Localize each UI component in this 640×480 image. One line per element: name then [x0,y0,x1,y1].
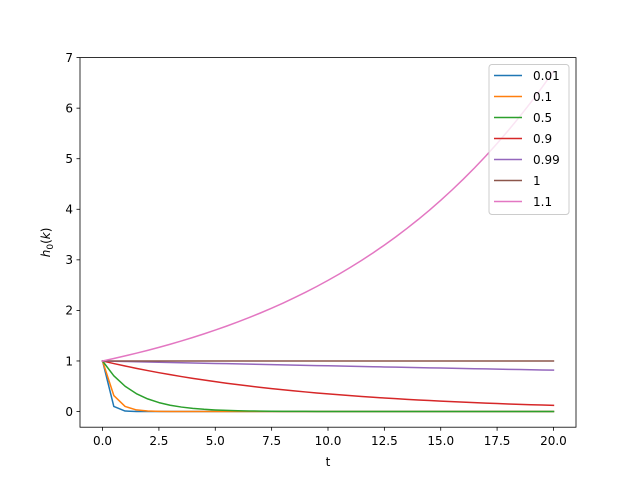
x-axis-label: t [326,455,331,469]
series-layer [101,70,555,413]
legend-box [488,64,570,215]
y-tick-label: 1 [65,354,73,368]
series-line-2 [101,359,555,413]
x-tick-label: 0.0 [93,434,112,448]
legend-label-1: 0.1 [533,90,552,104]
x-tick-label: 15.0 [427,434,454,448]
y-tick-label: 3 [65,253,73,267]
x-axis: 0.0 2.5 5.0 7.5 10.0 12.5 15.0 17.5 20.0 [93,427,567,448]
y-tick-label: 2 [65,304,73,318]
legend-label-6: 1.1 [533,195,552,209]
x-tick-label: 7.5 [262,434,281,448]
y-tick-label: 4 [65,203,73,217]
x-tick-label: 2.5 [149,434,168,448]
y-axis-label: h0(k) [39,228,56,258]
x-tick-label: 10.0 [315,434,342,448]
series-line-3 [101,360,555,407]
legend-label-0: 0.01 [533,69,560,83]
x-tick-label: 12.5 [371,434,398,448]
legend-label-2: 0.5 [533,111,552,125]
y-tick-label: 5 [65,152,73,166]
y-tick-label: 0 [65,405,73,419]
x-tick-label: 20.0 [540,434,567,448]
x-tick-label: 5.0 [206,434,225,448]
legend-label-5: 1 [533,174,541,188]
legend-label-3: 0.9 [533,132,552,146]
legend-label-4: 0.99 [533,153,560,167]
y-tick-label: 6 [65,101,73,115]
series-line-6 [101,70,555,362]
y-axis: 0 1 2 3 4 5 6 7 [65,51,80,419]
series-line-4 [101,360,555,371]
y-tick-label: 7 [65,51,73,65]
legend: 0.01 0.1 0.5 0.9 0.99 1 1.1 [488,64,570,215]
x-tick-label: 17.5 [484,434,511,448]
